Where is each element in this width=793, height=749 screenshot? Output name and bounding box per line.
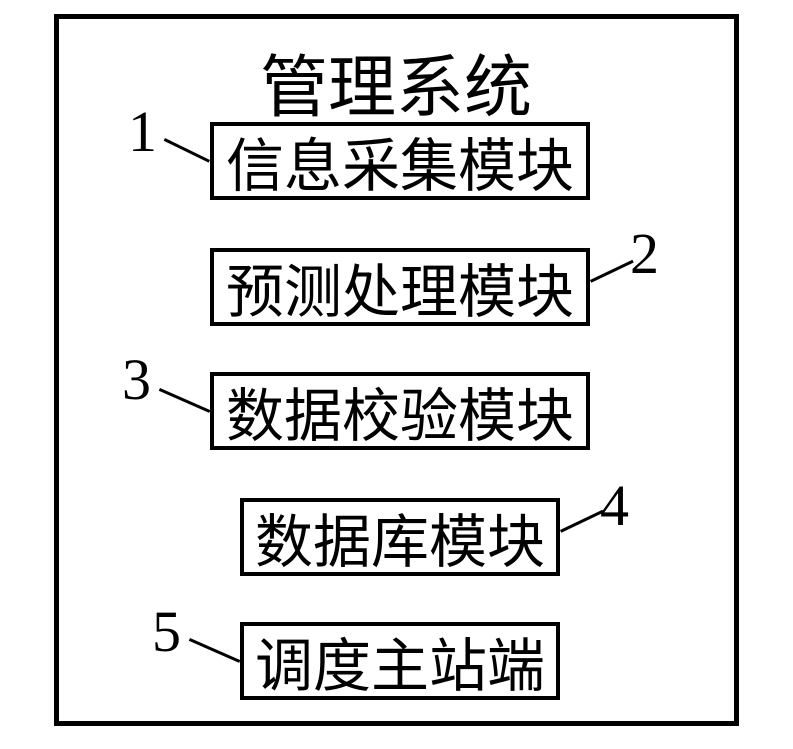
module-label-5: 调度主站端 [255, 619, 545, 703]
module-label-4: 数据库模块 [255, 495, 545, 579]
module-number-3: 3 [122, 346, 151, 413]
module-box-5: 调度主站端 [240, 622, 560, 700]
module-number-4: 4 [600, 472, 629, 539]
module-number-1: 1 [128, 98, 157, 165]
module-box-4: 数据库模块 [240, 498, 560, 576]
module-label-2: 预测处理模块 [226, 245, 574, 329]
module-box-3: 数据校验模块 [210, 372, 590, 450]
module-box-2: 预测处理模块 [210, 248, 590, 326]
module-label-3: 数据校验模块 [226, 369, 574, 453]
module-label-1: 信息采集模块 [226, 119, 574, 203]
diagram-title: 管理系统 [260, 32, 532, 131]
module-box-1: 信息采集模块 [210, 122, 590, 200]
module-number-5: 5 [152, 598, 181, 665]
module-number-2: 2 [630, 220, 659, 287]
